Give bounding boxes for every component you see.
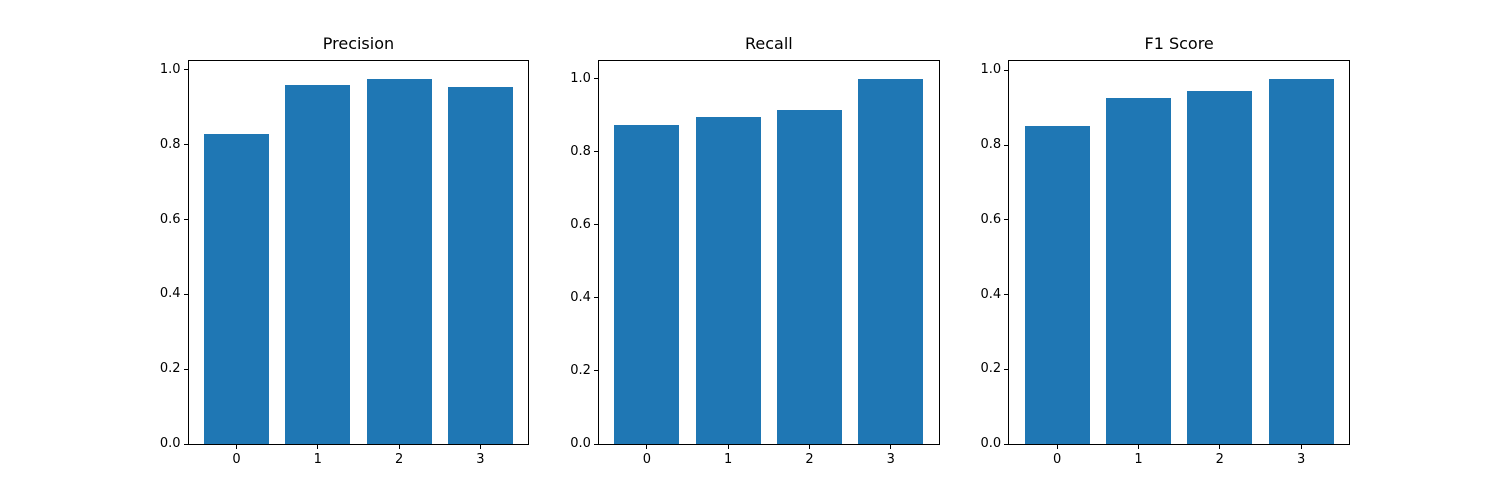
x-tick-mark	[1300, 445, 1302, 449]
x-tick-label: 2	[805, 452, 814, 467]
subplot-f1-score: F1 Score 0 1 2 3 0.0 0.2 0.4 0.6 0.8 1.0	[981, 34, 1351, 467]
y-tick-mark	[183, 293, 188, 295]
x-tick-label: 1	[1134, 452, 1143, 467]
y-tick-label: 0.4	[570, 289, 591, 305]
x-tick-mark	[808, 445, 810, 449]
y-tick-mark	[1004, 443, 1009, 445]
y-tick-mark	[593, 370, 598, 372]
chart-title-f1-score: F1 Score	[1144, 34, 1214, 53]
y-tick-label: 1.0	[570, 70, 591, 86]
x-tick-mark	[646, 445, 648, 449]
y-tick-label: 0.2	[159, 361, 181, 377]
bar-f1-score-1	[1105, 98, 1171, 444]
x-tick-mark	[1219, 445, 1221, 449]
bar-f1-score-0	[1024, 126, 1090, 444]
y-tick-label: 0.2	[570, 362, 591, 378]
x-tick-mark	[398, 445, 400, 449]
y-tick-label: 0.4	[159, 286, 181, 302]
y-tick-label: 0.0	[570, 436, 591, 451]
y-tick-label: 0.4	[980, 286, 1002, 302]
bar-recall-2	[776, 109, 843, 444]
x-tick-label: 1	[313, 452, 322, 467]
x-tick-label: 1	[724, 452, 733, 467]
y-tick-mark	[183, 144, 188, 146]
subplot-recall: Recall 0 1 2 3 0.0 0.2 0.4 0.6 0.8 1.0	[570, 34, 940, 467]
x-tick-mark	[235, 445, 237, 449]
y-tick-label: 1.0	[159, 61, 181, 77]
x-tick-label: 0	[642, 452, 651, 467]
y-tick-label: 0.2	[980, 361, 1002, 377]
y-tick-mark	[593, 297, 598, 299]
y-tick-mark	[183, 368, 188, 370]
x-tick-label: 2	[394, 452, 404, 467]
bar-precision-3	[447, 86, 513, 444]
bar-precision-0	[203, 133, 269, 444]
x-tick-label: 3	[1296, 452, 1306, 467]
x-tick-mark	[1056, 445, 1058, 449]
x-tick-label: 2	[1215, 452, 1224, 467]
bar-recall-1	[695, 116, 761, 444]
x-tick-label: 0	[1053, 452, 1062, 467]
y-tick-mark	[1004, 144, 1009, 146]
chart-title-recall: Recall	[744, 34, 793, 53]
x-tick-mark	[1137, 445, 1139, 449]
x-tick-mark	[317, 445, 319, 449]
y-tick-label: 0.0	[980, 436, 1002, 451]
y-tick-mark	[1004, 219, 1009, 221]
y-tick-label: 0.8	[159, 136, 181, 152]
bar-recall-3	[858, 79, 924, 444]
y-tick-mark	[183, 219, 188, 221]
bar-f1-score-2	[1187, 90, 1253, 444]
bar-precision-2	[366, 79, 432, 444]
y-tick-label: 0.6	[570, 216, 591, 232]
y-tick-label: 0.6	[980, 211, 1002, 227]
y-tick-mark	[593, 151, 598, 153]
y-tick-label: 0.8	[980, 137, 1002, 153]
y-tick-mark	[593, 78, 598, 80]
y-tick-mark	[593, 224, 598, 226]
chart-title-precision: Precision	[322, 34, 395, 53]
x-tick-label: 0	[232, 452, 241, 467]
x-tick-label: 3	[476, 452, 485, 467]
y-tick-mark	[183, 69, 188, 71]
x-tick-mark	[727, 445, 729, 449]
bar-precision-1	[285, 84, 351, 444]
y-tick-label: 0.6	[159, 211, 181, 227]
y-tick-mark	[593, 443, 598, 445]
bar-f1-score-3	[1268, 79, 1334, 444]
x-tick-mark	[890, 445, 892, 449]
y-tick-mark	[1004, 294, 1009, 296]
y-tick-mark	[1004, 368, 1009, 370]
y-tick-mark	[183, 443, 188, 445]
x-tick-label: 3	[886, 452, 895, 467]
y-tick-label: 0.0	[159, 436, 181, 451]
x-tick-mark	[479, 445, 481, 449]
subplot-precision: Precision 0 1 2 3 0.0 0.2 0.4 0.6 0.8 1.0	[160, 34, 530, 467]
y-tick-label: 0.8	[570, 143, 591, 159]
bar-recall-0	[614, 124, 680, 444]
y-tick-mark	[1004, 69, 1009, 71]
y-tick-label: 1.0	[980, 62, 1002, 78]
